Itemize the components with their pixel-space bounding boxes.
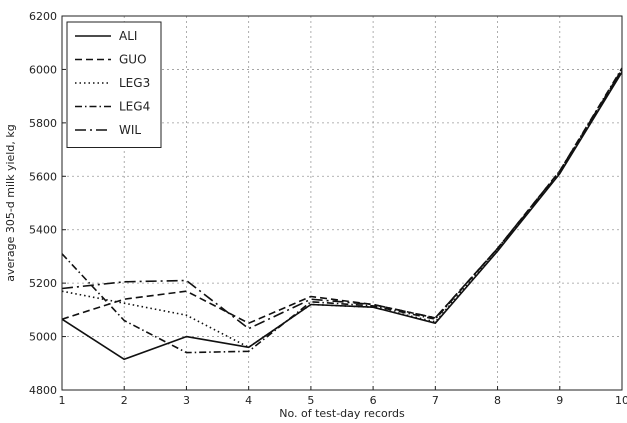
x-tick-label: 10: [615, 394, 627, 407]
x-tick-label: 3: [183, 394, 190, 407]
x-tick-label: 1: [59, 394, 66, 407]
y-tick-label: 5000: [29, 331, 57, 344]
plot-area-frame: [61, 15, 623, 391]
y-tick-label: 5200: [29, 277, 57, 290]
y-tick-label: 5800: [29, 117, 57, 130]
x-axis-label: No. of test-day records: [279, 407, 405, 420]
x-axis-ticks: 1 2 3 4 5 6 7 8 9 10: [59, 386, 627, 407]
series-line-leg4: [61, 67, 623, 354]
legend: ALI GUO LEG3 LEG4 WIL: [66, 21, 162, 148]
legend-label-ali: ALI: [119, 29, 137, 43]
grid-lines: [61, 15, 623, 391]
legend-label-leg4: LEG4: [119, 100, 150, 114]
y-tick-label: 5600: [29, 170, 57, 183]
y-axis-ticks: 4800 5000 5200 5400 5600 5800 6000 6200: [29, 10, 66, 397]
y-tick-label: 6000: [29, 63, 57, 76]
y-tick-label: 6200: [29, 10, 57, 23]
legend-label-guo: GUO: [119, 53, 147, 67]
y-tick-label: 5400: [29, 224, 57, 237]
x-tick-label: 9: [556, 394, 563, 407]
legend-label-wil: WIL: [119, 123, 141, 137]
x-tick-label: 5: [307, 394, 314, 407]
y-tick-label: 4800: [29, 384, 57, 397]
y-axis-label: average 305-d milk yield, kg: [4, 124, 17, 281]
series-lines: [61, 67, 623, 361]
x-tick-label: 4: [245, 394, 252, 407]
x-tick-label: 6: [370, 394, 377, 407]
series-line-guo: [61, 68, 623, 325]
x-tick-label: 8: [494, 394, 501, 407]
legend-box: [66, 21, 162, 148]
series-line-ali: [61, 71, 623, 361]
series-line-wil: [61, 68, 623, 330]
series-line-leg3: [61, 70, 623, 349]
x-tick-label: 2: [121, 394, 128, 407]
x-tick-label: 7: [432, 394, 439, 407]
legend-label-leg3: LEG3: [119, 76, 150, 90]
